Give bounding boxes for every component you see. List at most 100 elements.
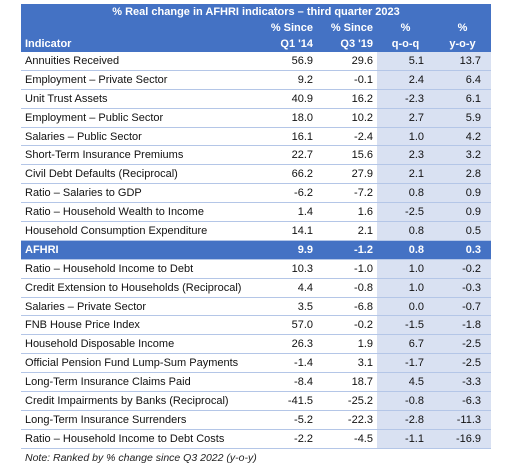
value-since-q3-19: -0.2 (317, 315, 377, 336)
afhri-indicators-table: % Real change in AFHRI indicators – thir… (21, 4, 492, 449)
indicator-name: Household Consumption Expenditure (21, 221, 250, 241)
table-title: % Real change in AFHRI indicators – thir… (21, 4, 492, 20)
table-row: Salaries – Private Sector 3.5 -6.8 0.0 -0.7 (21, 297, 492, 317)
table-row: Ratio – Household Income to Debt Costs -2… (21, 429, 492, 449)
value-since-q3-19: 1.9 (317, 334, 377, 355)
value-since-q1-14: 4.4 (250, 278, 317, 298)
value-since-q3-19: -22.3 (317, 410, 377, 430)
table-row: Household Consumption Expenditure 14.1 2.1… (21, 221, 492, 241)
value-since-q1-14: -41.5 (250, 391, 317, 411)
indicator-name: FNB House Price Index (21, 315, 250, 336)
value-qoq: 6.7 (377, 334, 434, 355)
value-yoy: -0.3 (434, 278, 492, 298)
value-qoq: -2.5 (377, 202, 434, 223)
value-since-q3-19: 29.6 (317, 52, 377, 71)
value-yoy: -2.5 (434, 334, 492, 355)
indicator-name: AFHRI (21, 240, 250, 260)
table-row: Annuities Received 56.9 29.6 5.1 13.7 (21, 52, 492, 71)
value-yoy: -6.3 (434, 391, 492, 411)
indicator-name: Credit Impairments by Banks (Reciprocal) (21, 391, 250, 411)
value-since-q1-14: 1.4 (250, 202, 317, 223)
value-since-q1-14: 18.0 (250, 108, 317, 128)
value-qoq: -0.8 (377, 391, 434, 411)
header-yoy-top: % (434, 20, 492, 36)
value-yoy: -16.9 (434, 429, 492, 449)
value-since-q3-19: -0.1 (317, 70, 377, 90)
value-qoq: 2.3 (377, 145, 434, 166)
value-yoy: -3.3 (434, 372, 492, 393)
header-qoq: q-o-q (377, 36, 434, 52)
table-row-highlight: AFHRI 9.9 -1.2 0.8 0.3 (21, 240, 492, 260)
value-qoq: 0.8 (377, 240, 434, 260)
indicator-name: Credit Extension to Households (Reciproc… (21, 278, 250, 298)
value-yoy: 2.8 (434, 164, 492, 185)
value-since-q3-19: -2.4 (317, 127, 377, 147)
value-since-q3-19: -4.5 (317, 429, 377, 449)
table-row: Short-Term Insurance Premiums 22.7 15.6 2.3… (21, 145, 492, 166)
value-since-q3-19: 3.1 (317, 353, 377, 374)
table-row: Employment – Public Sector 18.0 10.2 2.7 5.9 (21, 108, 492, 128)
value-qoq: 1.0 (377, 259, 434, 279)
table-row: Ratio – Household Wealth to Income 1.4 1.6… (21, 202, 492, 223)
table-row: Ratio – Household Income to Debt 10.3 -1.0… (21, 259, 492, 279)
header-qoq-top: % (377, 20, 434, 36)
indicator-name: Salaries – Public Sector (21, 127, 250, 147)
indicator-name: Ratio – Household Wealth to Income (21, 202, 250, 223)
value-since-q1-14: 56.9 (250, 52, 317, 71)
value-yoy: 6.4 (434, 70, 492, 90)
indicator-name: Ratio – Salaries to GDP (21, 183, 250, 204)
indicator-name: Salaries – Private Sector (21, 297, 250, 317)
value-since-q1-14: 9.9 (250, 240, 317, 260)
value-since-q3-19: -1.0 (317, 259, 377, 279)
value-since-q3-19: 2.1 (317, 221, 377, 241)
value-since-q1-14: 26.3 (250, 334, 317, 355)
column-header-row-top: % Since % Since % % (21, 20, 492, 36)
value-qoq: -1.7 (377, 353, 434, 374)
value-qoq: 1.0 (377, 127, 434, 147)
column-header-row-bottom: Indicator Q1 '14 Q3 '19 q-o-q y-o-y (21, 36, 492, 52)
header-since-q3-19-top: % Since (317, 20, 377, 36)
value-yoy: 4.2 (434, 127, 492, 147)
value-yoy: 0.9 (434, 202, 492, 223)
value-since-q1-14: 9.2 (250, 70, 317, 90)
header-yoy: y-o-y (434, 36, 492, 52)
table-row: Ratio – Salaries to GDP -6.2 -7.2 0.8 0.9 (21, 183, 492, 204)
value-qoq: 1.0 (377, 278, 434, 298)
value-yoy: -11.3 (434, 410, 492, 430)
value-yoy: -1.8 (434, 315, 492, 336)
header-blank (21, 20, 250, 36)
value-since-q3-19: 18.7 (317, 372, 377, 393)
indicator-name: Civil Debt Defaults (Reciprocal) (21, 164, 250, 185)
value-qoq: -1.5 (377, 315, 434, 336)
value-since-q1-14: 14.1 (250, 221, 317, 241)
table-row: FNB House Price Index 57.0 -0.2 -1.5 -1.8 (21, 315, 492, 336)
afhri-table-container: % Real change in AFHRI indicators – thir… (21, 4, 492, 464)
value-qoq: -2.8 (377, 410, 434, 430)
indicator-name: Ratio – Household Income to Debt (21, 259, 250, 279)
table-row: Long-Term Insurance Claims Paid -8.4 18.7 4… (21, 372, 492, 393)
header-since-q1-14: Q1 '14 (250, 36, 317, 52)
value-since-q1-14: 3.5 (250, 297, 317, 317)
header-since-q1-14-top: % Since (250, 20, 317, 36)
value-qoq: -2.3 (377, 89, 434, 109)
value-since-q1-14: 40.9 (250, 89, 317, 109)
value-qoq: 2.4 (377, 70, 434, 90)
value-qoq: 2.1 (377, 164, 434, 185)
table-note: Note: Ranked by % change since Q3 2022 (… (25, 451, 257, 464)
value-since-q3-19: -6.8 (317, 297, 377, 317)
value-since-q3-19: 10.2 (317, 108, 377, 128)
indicator-name: Long-Term Insurance Claims Paid (21, 372, 250, 393)
value-since-q3-19: 27.9 (317, 164, 377, 185)
table-row: Employment – Private Sector 9.2 -0.1 2.4 6.4 (21, 70, 492, 90)
value-since-q3-19: 16.2 (317, 89, 377, 109)
indicator-name: Annuities Received (21, 52, 250, 71)
value-since-q1-14: 57.0 (250, 315, 317, 336)
value-qoq: 0.8 (377, 183, 434, 204)
value-yoy: -0.2 (434, 259, 492, 279)
value-yoy: 6.1 (434, 89, 492, 109)
value-qoq: 0.0 (377, 297, 434, 317)
value-since-q1-14: -8.4 (250, 372, 317, 393)
value-qoq: 5.1 (377, 52, 434, 71)
indicator-name: Short-Term Insurance Premiums (21, 145, 250, 166)
indicator-name: Long-Term Insurance Surrenders (21, 410, 250, 430)
